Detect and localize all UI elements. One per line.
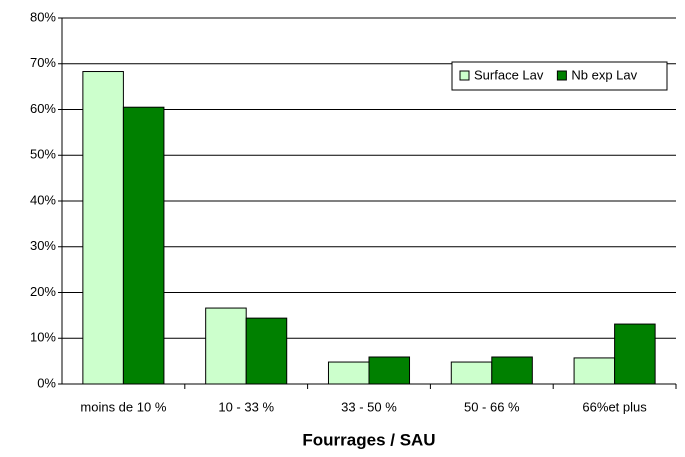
legend-swatch [459, 70, 470, 81]
bar [327, 361, 370, 385]
legend-label: Surface Lav [474, 67, 544, 82]
bar [122, 106, 165, 385]
bar [205, 307, 247, 385]
y-tick-label: 10% [30, 330, 56, 345]
bar [82, 71, 124, 385]
x-tick-label: moins de 10 % [80, 399, 166, 414]
y-tick-label: 20% [30, 284, 56, 299]
y-tick-label: 30% [30, 238, 56, 253]
bar [491, 356, 533, 385]
bar [450, 361, 493, 385]
x-tick-label: 10 - 33 % [218, 399, 274, 414]
x-tick-label: 66%et plus [582, 399, 647, 414]
bar [573, 357, 616, 385]
bar [368, 356, 411, 385]
y-tick-label: 60% [30, 101, 56, 116]
y-tick-label: 50% [30, 147, 56, 162]
y-tick-label: 70% [30, 55, 56, 70]
x-axis-title: Fourrages / SAU [302, 430, 435, 449]
legend-label: Nb exp Lav [571, 67, 637, 82]
bar [245, 317, 288, 385]
bar [614, 323, 656, 385]
y-tick-label: 40% [30, 192, 56, 207]
legend-swatch [556, 70, 567, 81]
y-tick-label: 0% [37, 375, 56, 390]
x-tick-label: 50 - 66 % [464, 399, 520, 414]
y-tick-label: 80% [30, 9, 56, 24]
x-tick-label: 33 - 50 % [341, 399, 397, 414]
